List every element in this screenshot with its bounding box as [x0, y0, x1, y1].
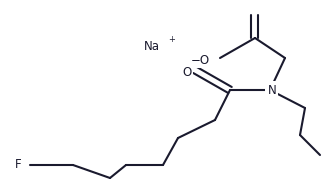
Text: O: O — [183, 66, 192, 79]
Text: F: F — [15, 159, 22, 172]
Text: N: N — [268, 83, 276, 96]
Text: −O: −O — [191, 53, 210, 66]
Text: +: + — [168, 36, 175, 45]
Text: Na: Na — [144, 40, 160, 53]
